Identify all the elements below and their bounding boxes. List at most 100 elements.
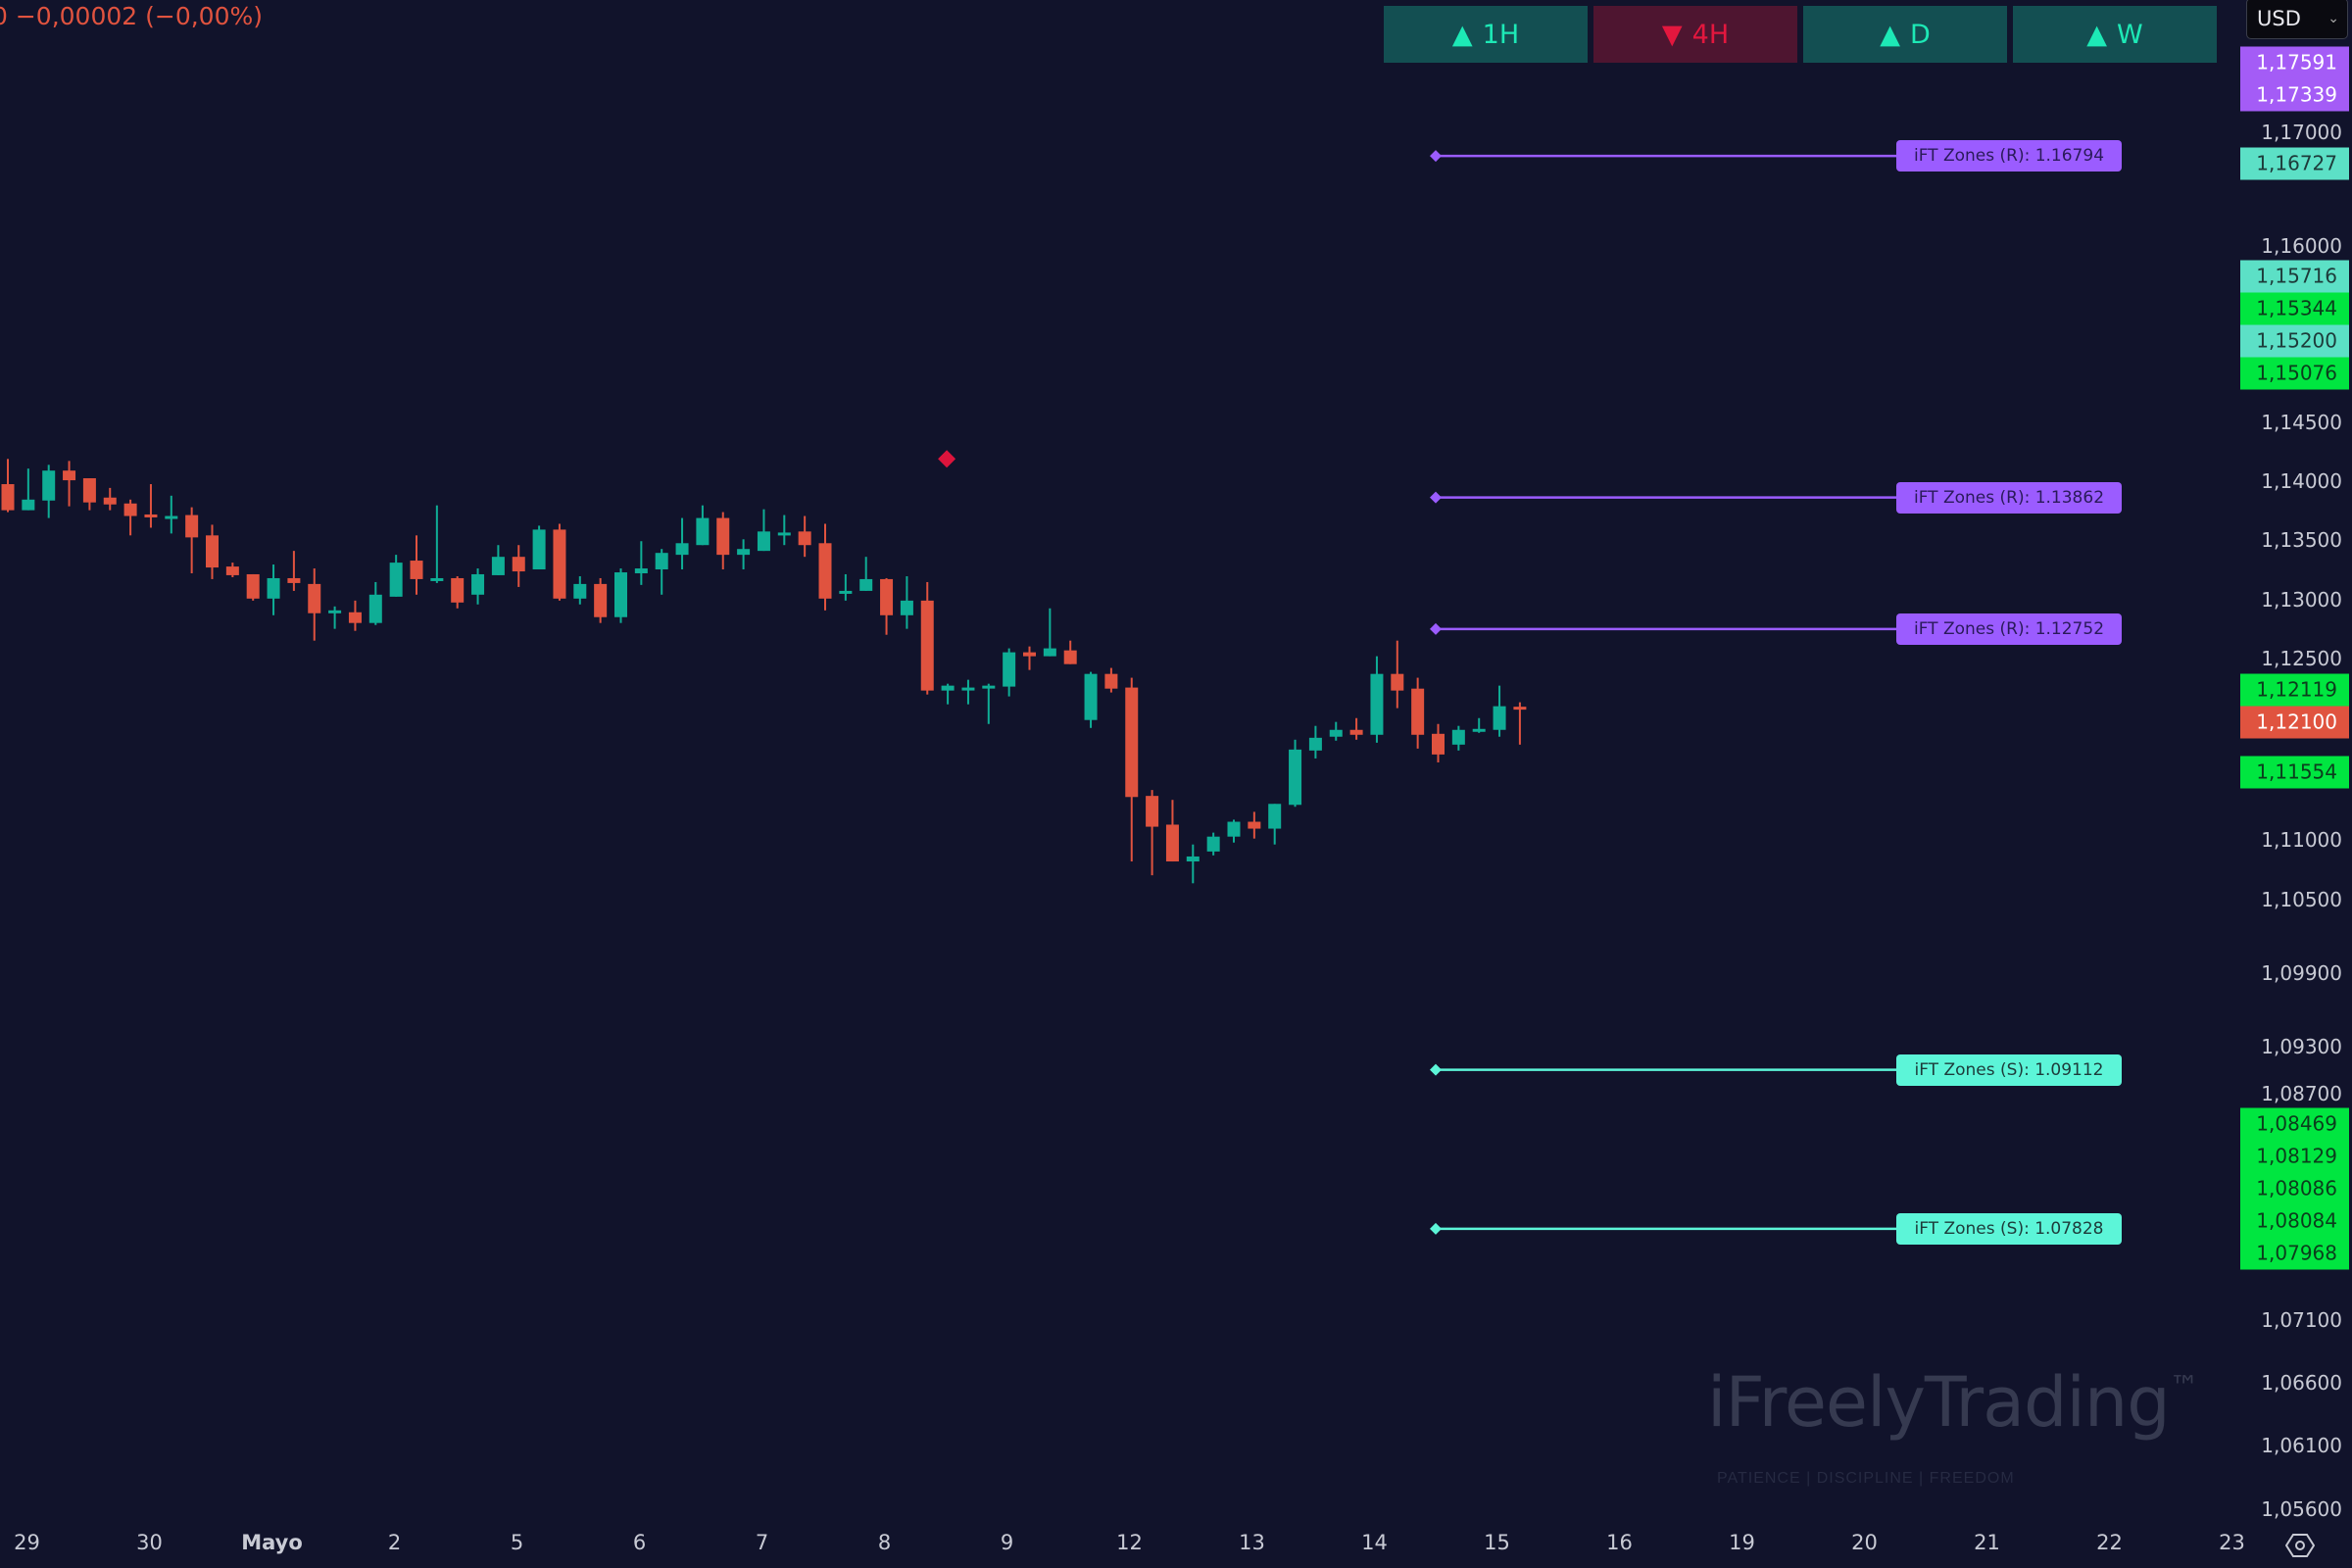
timeframe-label: D [1909, 19, 1931, 50]
candle-body-up [757, 531, 770, 552]
candle-body-up [1308, 737, 1322, 751]
candle-body-up [961, 687, 975, 691]
time-axis-label: 22 [2096, 1531, 2123, 1554]
price-level-label: 1,16727 [2240, 147, 2349, 180]
price-change-readout: 0 −0,00002 (−0,00%) [0, 2, 264, 30]
price-level-label: 1,12119 [2240, 673, 2349, 707]
time-axis-label: 6 [632, 1531, 647, 1554]
trademark: ™ [2169, 1370, 2199, 1404]
price-level-label: 1,15344 [2240, 292, 2349, 325]
candle-body-down [798, 531, 811, 546]
candle-body-up [328, 610, 342, 613]
zone-label: iFT Zones (R): 1.13862 [1896, 481, 2122, 514]
candle-body-up [165, 515, 178, 519]
candle-wick [190, 507, 193, 573]
candle-body-down [410, 561, 423, 579]
timeframe-d-button[interactable]: ▲ D [1803, 6, 2007, 63]
candle-body-down [348, 612, 362, 623]
zone-label: iFT Zones (S): 1.09112 [1896, 1054, 2122, 1086]
price-axis-tick: 1,10500 [2261, 888, 2342, 912]
candle-wick [1478, 717, 1481, 733]
zone-label: iFT Zones (S): 1.07828 [1896, 1212, 2122, 1245]
candle-body-down [1513, 707, 1527, 710]
candle-body-down [246, 573, 260, 599]
price-axis-tick: 1,11000 [2261, 827, 2342, 852]
candle-body-up [1329, 729, 1343, 737]
candle-wick [661, 549, 663, 595]
price-level-label: 1,08129 [2240, 1140, 2349, 1173]
candle-body-up [675, 543, 689, 556]
price-axis-tick: 1,09900 [2261, 961, 2342, 986]
trend-arrow-icon: ▲ [1880, 19, 1900, 50]
price-level-label: 1,15716 [2240, 260, 2349, 293]
zone-anchor-diamond [1430, 622, 1442, 635]
candle-body-up [1084, 673, 1098, 720]
timeframe-label: 1H [1482, 19, 1520, 50]
price-level-label: 1,07968 [2240, 1237, 2349, 1270]
candle-body-up [430, 577, 444, 581]
price-level-label: 1,08086 [2240, 1172, 2349, 1205]
timeframe-label: 4H [1691, 19, 1730, 50]
time-axis-label: 13 [1239, 1531, 1265, 1554]
price-axis-tick: 1,12500 [2261, 647, 2342, 671]
candle-body-down [206, 535, 219, 568]
time-axis-label: 5 [510, 1531, 524, 1554]
price-axis-tick: 1,13000 [2261, 587, 2342, 612]
signal-diamond-marker [938, 450, 956, 468]
candle-wick [1151, 790, 1153, 876]
time-axis-label: 15 [1484, 1531, 1510, 1554]
price-level-label: 1,17591 [2240, 46, 2349, 79]
candle-wick [783, 514, 786, 546]
chevron-down-icon: ⌄ [2328, 11, 2339, 26]
price-level-label: 1,15076 [2240, 357, 2349, 390]
price-level-label: 1,12100 [2240, 706, 2349, 739]
candle-body-down [1104, 673, 1118, 689]
candle-body-up [1268, 804, 1282, 829]
time-axis-label: 29 [14, 1531, 40, 1554]
candle-wick [966, 679, 969, 705]
currency-dropdown[interactable]: USD ⌄ [2246, 0, 2348, 39]
candle-body-up [1043, 648, 1056, 657]
candle-wick [129, 499, 132, 536]
candle-body-up [777, 532, 791, 536]
time-axis-label: 30 [136, 1531, 163, 1554]
price-axis-tick: 1,13500 [2261, 528, 2342, 553]
candle-body-up [900, 600, 913, 615]
price-level-label: 1,11554 [2240, 756, 2349, 789]
candle-wick [1049, 608, 1052, 657]
zone-anchor-diamond [1430, 1063, 1442, 1076]
candle-body-up [532, 529, 546, 570]
candle-wick [68, 461, 71, 507]
candle-body-down [880, 578, 894, 615]
candle-body-down [818, 543, 832, 599]
candle-body-up [1289, 749, 1302, 806]
settings-gear-icon[interactable] [2285, 1531, 2315, 1560]
time-axis-label: 7 [755, 1531, 769, 1554]
candle-wick [1028, 646, 1031, 670]
candle-body-up [634, 568, 648, 573]
candle-wick [26, 468, 29, 511]
candle-body-down [512, 557, 525, 572]
candle-body-down [144, 514, 158, 517]
time-axis-label: 14 [1361, 1531, 1388, 1554]
candle-body-down [103, 497, 117, 505]
candle-body-up [839, 590, 853, 594]
candle-wick [987, 683, 990, 724]
timeframe-1h-button[interactable]: ▲ 1H [1384, 6, 1588, 63]
timeframe-4h-button[interactable]: ▼ 4H [1593, 6, 1797, 63]
candle-body-up [1451, 729, 1465, 745]
timeframe-w-button[interactable]: ▲ W [2013, 6, 2217, 63]
zone-anchor-diamond [1430, 150, 1442, 163]
candle-body-down [1432, 733, 1445, 755]
candle-body-down [451, 577, 465, 603]
candle-body-up [1493, 706, 1506, 730]
candle-wick [170, 495, 172, 534]
candle-body-down [1023, 652, 1036, 657]
zone-label: iFT Zones (R): 1.16794 [1896, 140, 2122, 172]
trend-arrow-icon: ▲ [1451, 19, 1473, 50]
price-axis-tick: 1,16000 [2261, 233, 2342, 258]
watermark-tagline: PATIENCE | DISCIPLINE | FREEDOM [1717, 1470, 2015, 1487]
candle-body-up [1003, 652, 1016, 687]
